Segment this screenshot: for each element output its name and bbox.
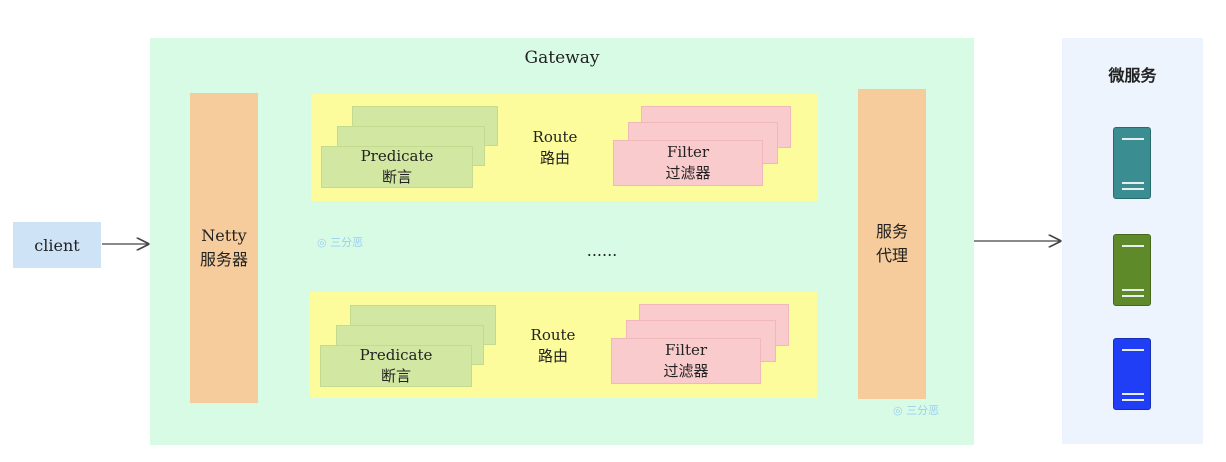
netty-label: Netty	[201, 226, 247, 245]
predicate-label-cn: 断言	[381, 168, 412, 186]
gateway-title: Gateway	[524, 48, 600, 68]
filter-label-cn: 过滤器	[665, 164, 711, 182]
predicate-card: Predicate 断言	[320, 345, 472, 387]
predicate-label-cn: 断言	[380, 367, 411, 385]
watermark-text: 三分恶	[330, 236, 364, 249]
client-label: client	[34, 235, 80, 255]
route-label-group: Route 路由	[515, 124, 595, 172]
client-box: client	[13, 222, 101, 268]
predicate-label: Predicate	[359, 346, 433, 364]
predicate-label: Predicate	[360, 147, 434, 165]
server-icon	[1113, 127, 1151, 199]
service-proxy-box: 服务 代理	[858, 89, 926, 399]
wechat-icon: ◎	[893, 404, 903, 417]
route-label: Route	[532, 128, 578, 146]
filter-label: Filter	[666, 143, 710, 161]
route-label: Route	[530, 326, 576, 344]
more-routes-ellipsis: ......	[586, 240, 618, 260]
microservices-title: 微服务	[1108, 66, 1157, 85]
filter-label: Filter	[664, 341, 708, 359]
filter-card: Filter 过滤器	[613, 140, 763, 186]
proxy-label: 服务	[875, 222, 908, 241]
server-icon	[1113, 338, 1151, 410]
watermark: ◎ 三分恶	[317, 234, 363, 250]
watermark: ◎ 三分恶	[893, 402, 939, 418]
predicate-card: Predicate 断言	[321, 146, 473, 188]
route-label-cn: 路由	[539, 149, 570, 167]
netty-label-cn: 服务器	[199, 250, 248, 269]
server-icon	[1113, 234, 1151, 306]
filter-card: Filter 过滤器	[611, 338, 761, 384]
proxy-label-2: 代理	[875, 246, 908, 265]
watermark-text: 三分恶	[906, 404, 940, 417]
route-label-group: Route 路由	[513, 322, 593, 370]
netty-server-box: Netty 服务器	[190, 93, 258, 403]
filter-label-cn: 过滤器	[663, 362, 709, 380]
route-label-cn: 路由	[537, 347, 568, 365]
wechat-icon: ◎	[317, 236, 327, 249]
